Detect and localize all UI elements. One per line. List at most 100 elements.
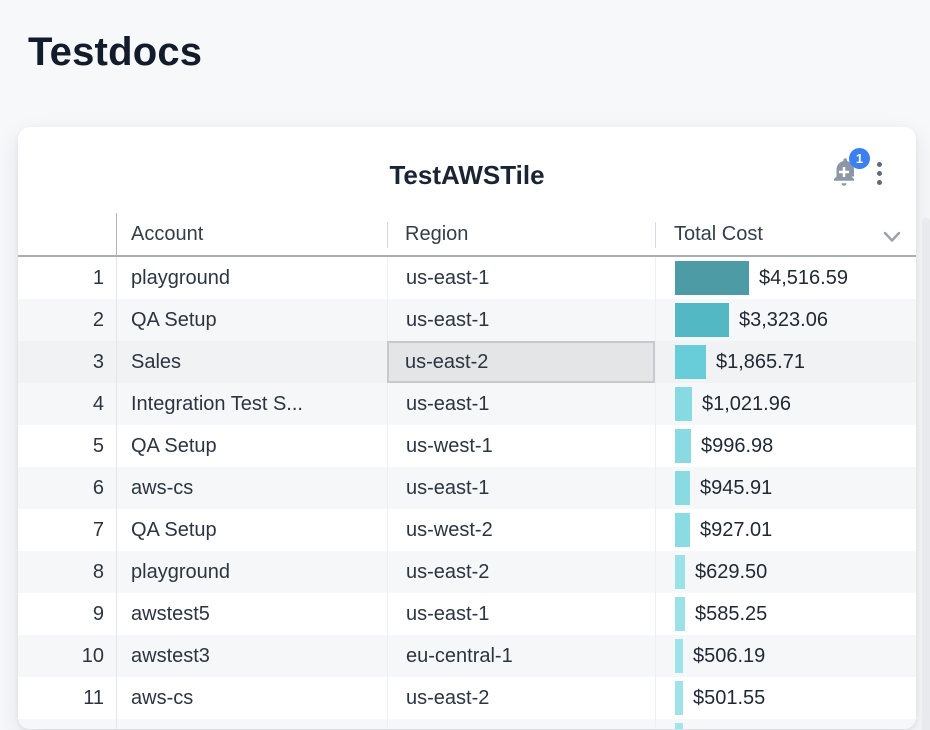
cost-bar [675,555,685,589]
row-region: us-east-1 [406,602,490,625]
header-cell-rank [18,213,117,255]
tile-card: TestAWSTile 1 Account Region Total Cost [18,127,916,729]
row-region: us-west-2 [406,518,493,541]
row-region: us-east-2 [406,560,490,583]
chevron-down-icon[interactable] [882,227,902,250]
row-region-cell[interactable]: us-east-2 [387,341,655,383]
row-cost-cell[interactable]: $1,865.71 [655,341,916,383]
row-region-cell[interactable]: us-east-1 [387,593,655,635]
table-row: 8 playground us-east-2 $629.50 [18,551,916,593]
row-cost-cell[interactable]: $501.55 [655,677,916,719]
header-cell-account[interactable]: Account [131,222,204,245]
cost-bar [675,639,683,673]
row-rank: 2 [18,299,117,341]
cost-bar [675,723,683,729]
row-cost-cell[interactable]: $629.50 [655,551,916,593]
kebab-dot [877,180,882,185]
row-cost-cell[interactable]: $996.98 [655,425,916,467]
cost-bar [675,471,690,505]
row-cost-cell[interactable] [655,719,916,729]
row-cost: $945.91 [700,476,773,499]
row-cost-cell[interactable]: $506.19 [655,635,916,677]
row-region-cell[interactable]: eu-central-1 [387,635,655,677]
kebab-menu-button[interactable] [877,157,882,185]
row-rank: 8 [18,551,117,593]
row-cost: $1,865.71 [716,350,805,373]
table-header: Account Region Total Cost [18,213,916,257]
table-row: 10 awstest3 eu-central-1 $506.19 [18,635,916,677]
row-cost: $506.19 [693,644,766,667]
row-region: us-east-1 [406,392,490,415]
row-cost: $927.01 [700,518,773,541]
row-cost-cell[interactable]: $585.25 [655,593,916,635]
cost-bar [675,303,729,337]
row-account[interactable]: playground [131,266,230,289]
table-row: 11 aws-cs us-east-2 $501.55 [18,677,916,719]
row-cost: $4,516.59 [759,266,848,289]
row-region: us-east-2 [405,350,489,373]
row-account[interactable]: QA Setup [131,308,217,331]
row-rank [18,719,117,729]
row-cost-cell[interactable]: $3,323.06 [655,299,916,341]
row-account[interactable]: awstest5 [131,602,210,625]
row-account[interactable]: awstest3 [131,644,210,667]
table-body: 1 playground us-east-1 $4,516.59 2 QA Se… [18,257,916,729]
kebab-dot [877,162,882,167]
row-account[interactable]: playground [131,560,230,583]
row-region-cell[interactable] [387,719,655,729]
row-region: us-east-1 [406,266,490,289]
row-cost: $501.55 [693,686,766,709]
row-cost-cell[interactable]: $4,516.59 [655,257,916,299]
row-account[interactable]: Integration Test S... [131,392,303,415]
row-rank: 10 [18,635,117,677]
row-region-cell[interactable]: us-east-2 [387,551,655,593]
add-alert-button[interactable]: 1 [829,148,870,190]
row-region-cell[interactable]: us-east-1 [387,257,655,299]
table-row: 7 QA Setup us-west-2 $927.01 [18,509,916,551]
row-region-cell[interactable]: us-east-1 [387,299,655,341]
row-account[interactable]: Sales [131,350,182,373]
row-cost: $1,021.96 [702,392,791,415]
row-region: us-west-1 [406,434,493,457]
row-region-cell[interactable]: us-east-2 [387,677,655,719]
cost-bar [675,681,683,715]
row-cost: $629.50 [695,560,768,583]
page-title: Testdocs [28,30,203,74]
row-region: eu-central-1 [406,644,513,667]
cost-bar [675,513,690,547]
row-account[interactable]: aws-cs [131,686,194,709]
row-region-cell[interactable]: us-west-1 [387,425,655,467]
row-rank: 4 [18,383,117,425]
row-region-cell[interactable]: us-west-2 [387,509,655,551]
row-cost-cell[interactable]: $945.91 [655,467,916,509]
cost-bar [675,597,685,631]
row-cost: $3,323.06 [739,308,828,331]
row-region-cell[interactable]: us-east-1 [387,467,655,509]
row-cost-cell[interactable]: $927.01 [655,509,916,551]
row-account[interactable]: QA Setup [131,434,217,457]
tile-actions: 1 [829,148,882,190]
row-cost: $585.25 [695,602,768,625]
cost-bar [675,429,691,463]
cost-bar [675,261,749,295]
row-rank: 3 [18,341,117,383]
table-row: 6 aws-cs us-east-1 $945.91 [18,467,916,509]
page-scrollbar-thumb[interactable] [922,218,930,730]
table-row: 2 QA Setup us-east-1 $3,323.06 [18,299,916,341]
row-cost: $996.98 [701,434,774,457]
row-region-cell[interactable]: us-east-1 [387,383,655,425]
row-account[interactable]: QA Setup [131,518,217,541]
tile-title: TestAWSTile [389,159,545,190]
cost-bar [675,387,692,421]
table-row: 1 playground us-east-1 $4,516.59 [18,257,916,299]
bell-plus-icon [829,158,859,190]
header-cell-total-cost[interactable]: Total Cost [655,213,916,255]
row-rank: 6 [18,467,117,509]
row-region: us-east-1 [406,476,490,499]
row-account[interactable]: aws-cs [131,476,194,499]
row-account[interactable] [117,719,387,729]
row-rank: 7 [18,509,117,551]
row-cost-cell[interactable]: $1,021.96 [655,383,916,425]
kebab-dot [877,171,882,176]
header-cell-region[interactable]: Region [387,213,655,255]
